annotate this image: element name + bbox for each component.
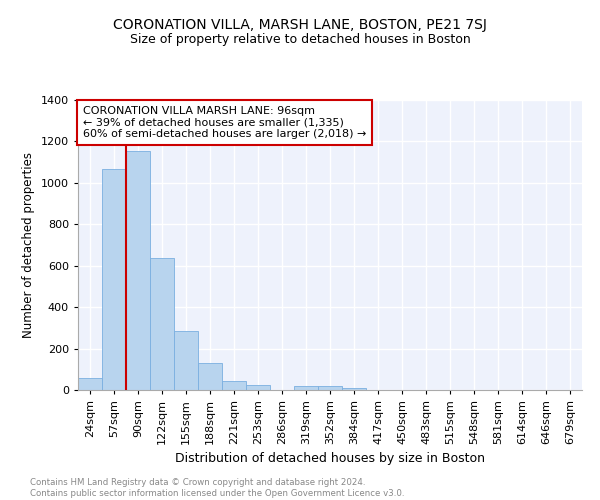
Bar [342,388,366,390]
X-axis label: Distribution of detached houses by size in Boston: Distribution of detached houses by size … [175,452,485,466]
Y-axis label: Number of detached properties: Number of detached properties [22,152,35,338]
Text: CORONATION VILLA, MARSH LANE, BOSTON, PE21 7SJ: CORONATION VILLA, MARSH LANE, BOSTON, PE… [113,18,487,32]
Text: CORONATION VILLA MARSH LANE: 96sqm
← 39% of detached houses are smaller (1,335)
: CORONATION VILLA MARSH LANE: 96sqm ← 39%… [83,106,367,139]
Bar [318,386,342,390]
Bar [102,170,126,390]
Text: Size of property relative to detached houses in Boston: Size of property relative to detached ho… [130,32,470,46]
Bar [174,331,198,390]
Bar [126,151,150,390]
Bar [246,386,270,390]
Bar [294,386,318,390]
Bar [222,380,246,390]
Bar [198,363,222,390]
Text: Contains HM Land Registry data © Crown copyright and database right 2024.
Contai: Contains HM Land Registry data © Crown c… [30,478,404,498]
Bar [78,378,102,390]
Bar [150,258,174,390]
